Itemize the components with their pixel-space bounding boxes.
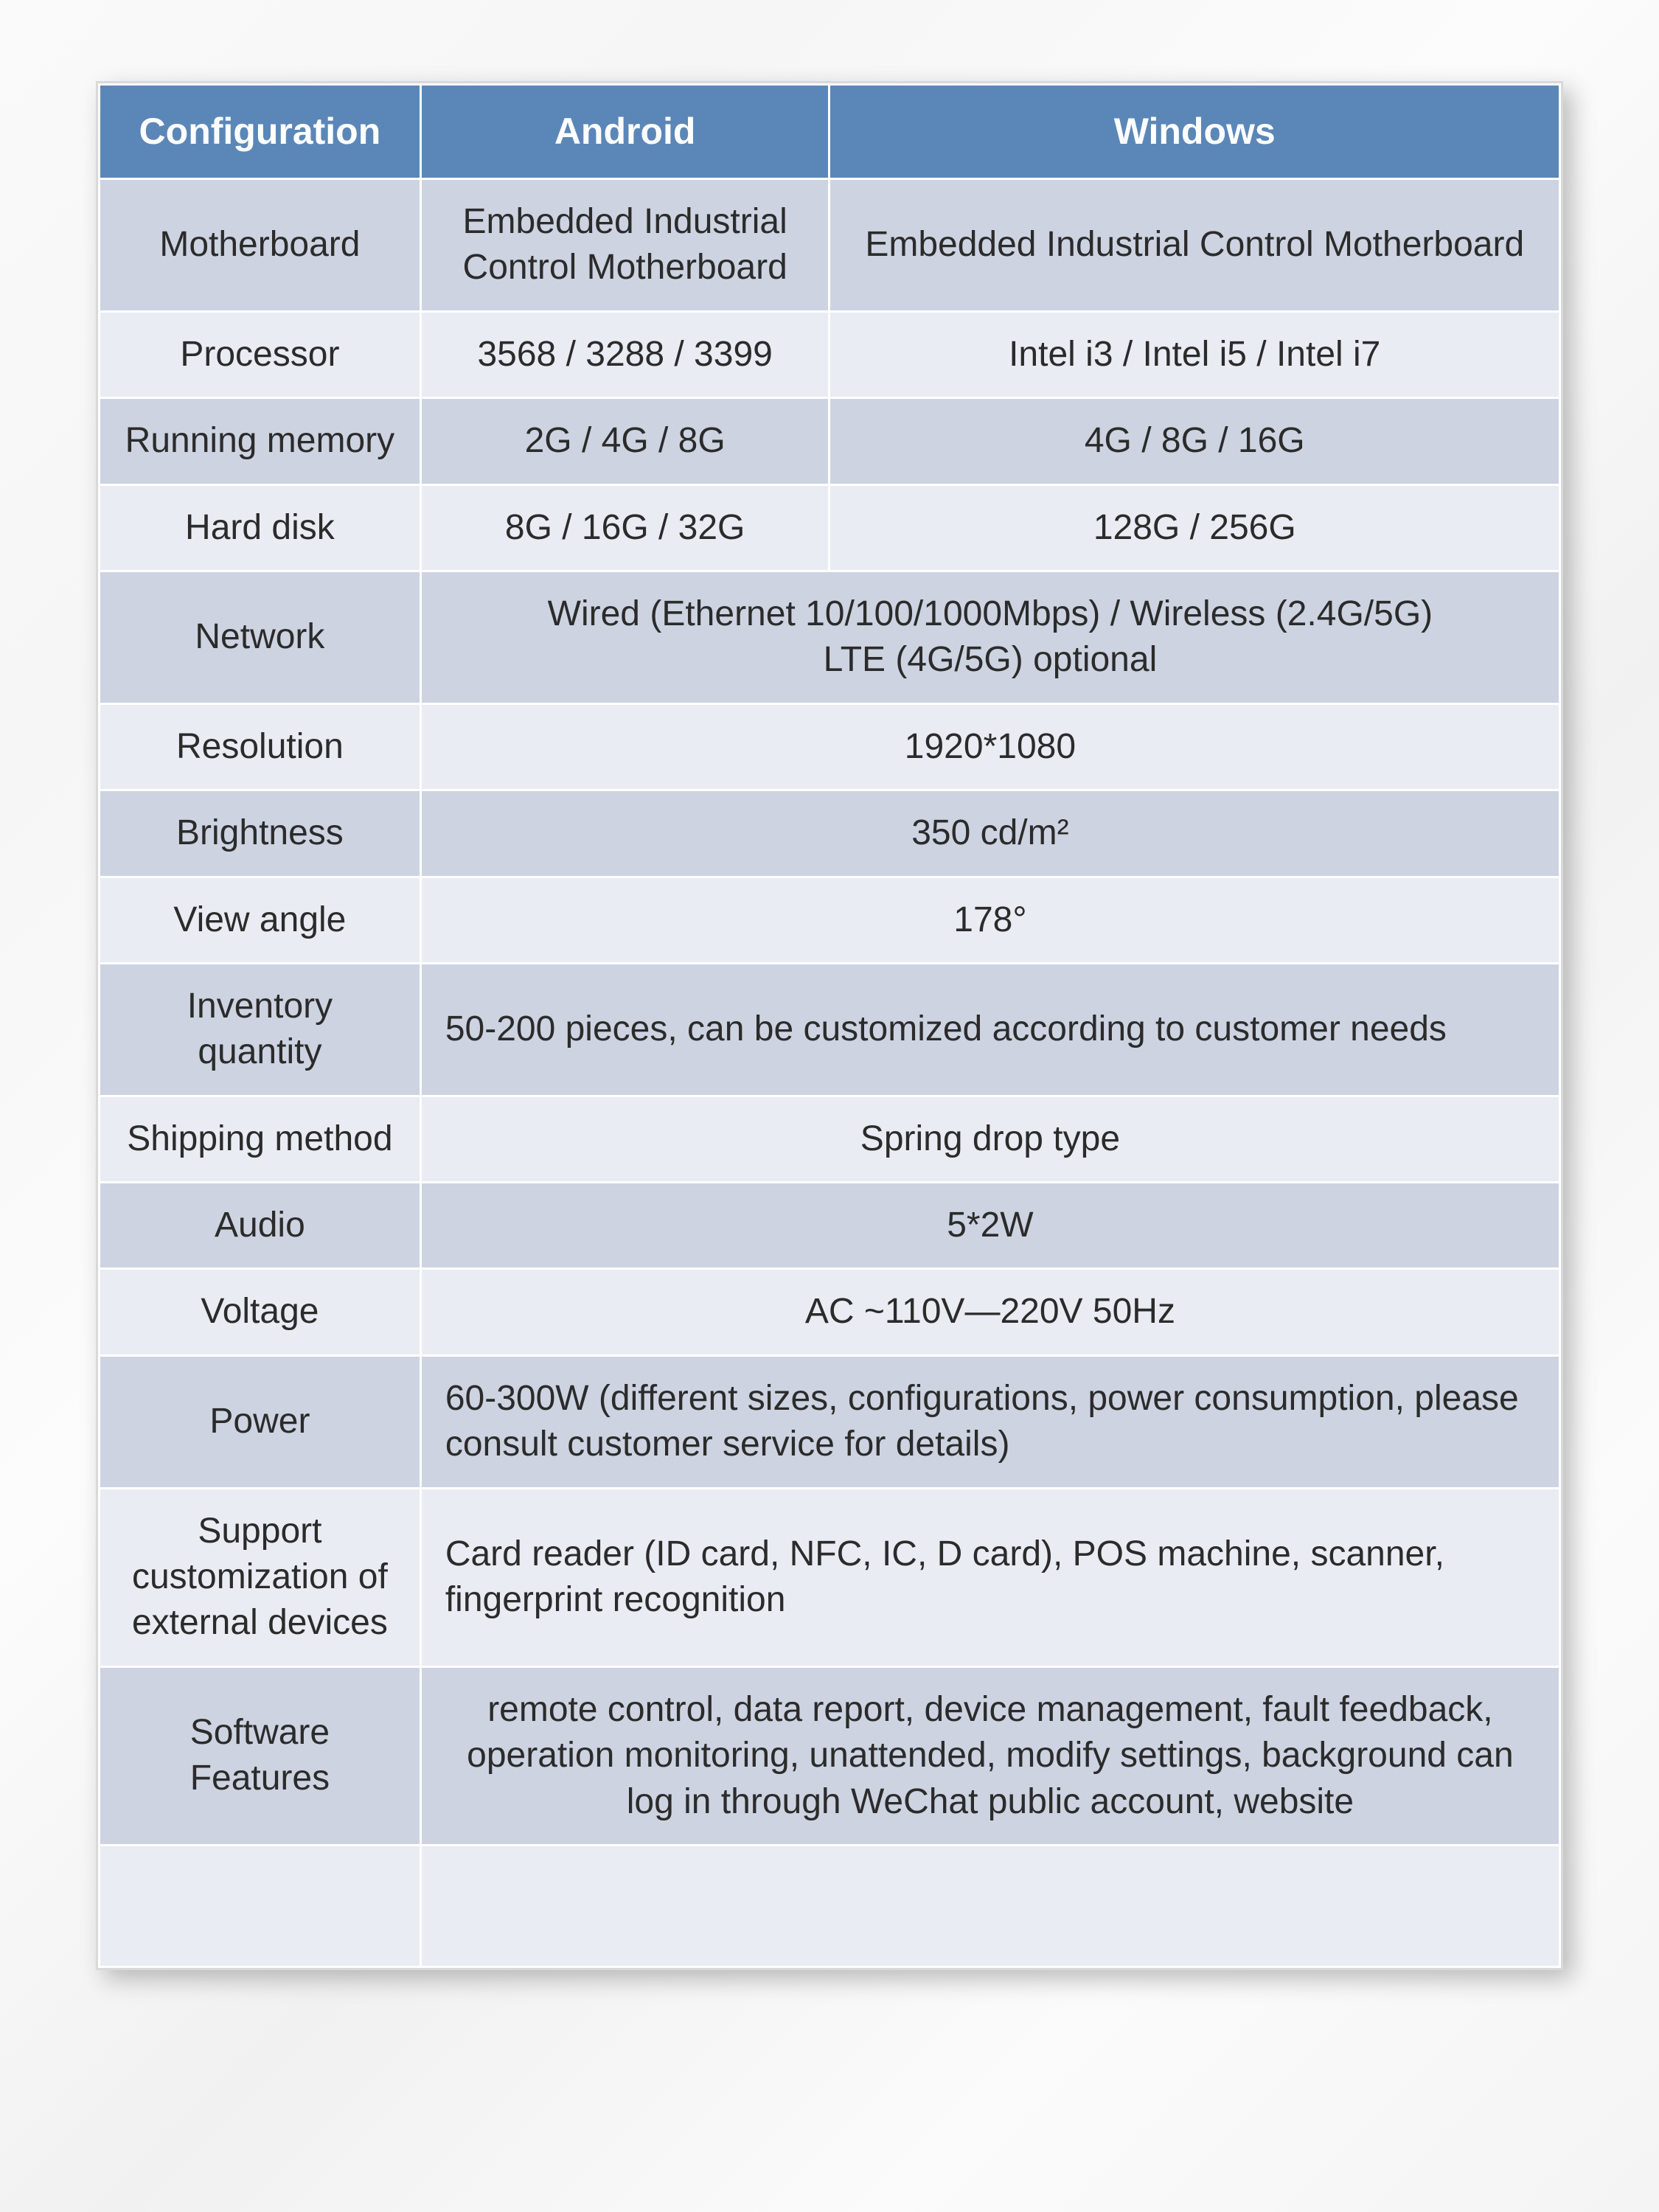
row-value-windows: 128G / 256G: [830, 484, 1560, 571]
table-row: Power60-300W (different sizes, configura…: [100, 1355, 1560, 1488]
row-value: 5*2W: [420, 1183, 1559, 1269]
row-value-android: 8G / 16G / 32G: [420, 484, 830, 571]
table-row: Shipping methodSpring drop type: [100, 1096, 1560, 1182]
table-row: NetworkWired (Ethernet 10/100/1000Mbps) …: [100, 571, 1560, 703]
row-label: Software Features: [100, 1666, 421, 1845]
row-label: Processor: [100, 311, 421, 397]
row-value: 60-300W (different sizes, configurations…: [420, 1355, 1559, 1488]
table-row: Brightness350 cd/m²: [100, 790, 1560, 877]
row-label: Hard disk: [100, 484, 421, 571]
row-value-android: 2G / 4G / 8G: [420, 398, 830, 484]
table-row: Software Featuresremote control, data re…: [100, 1666, 1560, 1845]
row-value: remote control, data report, device mana…: [420, 1666, 1559, 1845]
table-row: Inventory quantity50-200 pieces, can be …: [100, 963, 1560, 1096]
table-row: MotherboardEmbedded Industrial Control M…: [100, 179, 1560, 312]
spec-tbody: MotherboardEmbedded Industrial Control M…: [100, 179, 1560, 1967]
page: Configuration Android Windows Motherboar…: [0, 0, 1659, 2212]
row-label: Motherboard: [100, 179, 421, 312]
row-label: Audio: [100, 1183, 421, 1269]
col-header-android: Android: [420, 85, 830, 179]
table-row: Audio5*2W: [100, 1183, 1560, 1269]
table-row: VoltageAC ~110V—220V 50Hz: [100, 1269, 1560, 1355]
row-value: 50-200 pieces, can be customized accordi…: [420, 963, 1559, 1096]
row-value-android: Embedded Industrial Control Motherboard: [420, 179, 830, 312]
row-value-windows: Intel i3 / Intel i5 / Intel i7: [830, 311, 1560, 397]
row-label: View angle: [100, 877, 421, 963]
table-header-row: Configuration Android Windows: [100, 85, 1560, 179]
col-header-windows: Windows: [830, 85, 1560, 179]
table-row: Resolution1920*1080: [100, 703, 1560, 790]
spec-table: Configuration Android Windows Motherboar…: [98, 83, 1561, 1968]
table-row: View angle178°: [100, 877, 1560, 963]
row-label: Resolution: [100, 703, 421, 790]
row-label: Voltage: [100, 1269, 421, 1355]
row-label: Inventory quantity: [100, 963, 421, 1096]
row-value: 1920*1080: [420, 703, 1559, 790]
row-value-android: 3568 / 3288 / 3399: [420, 311, 830, 397]
row-label: Running memory: [100, 398, 421, 484]
row-value-windows: Embedded Industrial Control Motherboard: [830, 179, 1560, 312]
row-label: Power: [100, 1355, 421, 1488]
row-label: Brightness: [100, 790, 421, 877]
row-label: Shipping method: [100, 1096, 421, 1182]
table-row: Running memory2G / 4G / 8G4G / 8G / 16G: [100, 398, 1560, 484]
row-label: Network: [100, 571, 421, 703]
table-row-empty: [100, 1845, 1560, 1966]
empty-cell: [100, 1845, 421, 1966]
table-row: Hard disk8G / 16G / 32G128G / 256G: [100, 484, 1560, 571]
row-value-windows: 4G / 8G / 16G: [830, 398, 1560, 484]
empty-cell: [420, 1845, 1559, 1966]
table-row: Support customization of external device…: [100, 1488, 1560, 1666]
row-value: 178°: [420, 877, 1559, 963]
row-value: 350 cd/m²: [420, 790, 1559, 877]
row-value: Card reader (ID card, NFC, IC, D card), …: [420, 1488, 1559, 1666]
table-row: Processor3568 / 3288 / 3399Intel i3 / In…: [100, 311, 1560, 397]
row-value: AC ~110V—220V 50Hz: [420, 1269, 1559, 1355]
col-header-config: Configuration: [100, 85, 421, 179]
row-value: Spring drop type: [420, 1096, 1559, 1182]
row-value: Wired (Ethernet 10/100/1000Mbps) / Wirel…: [420, 571, 1559, 703]
spec-card: Configuration Android Windows Motherboar…: [96, 81, 1563, 1970]
row-label: Support customization of external device…: [100, 1488, 421, 1666]
